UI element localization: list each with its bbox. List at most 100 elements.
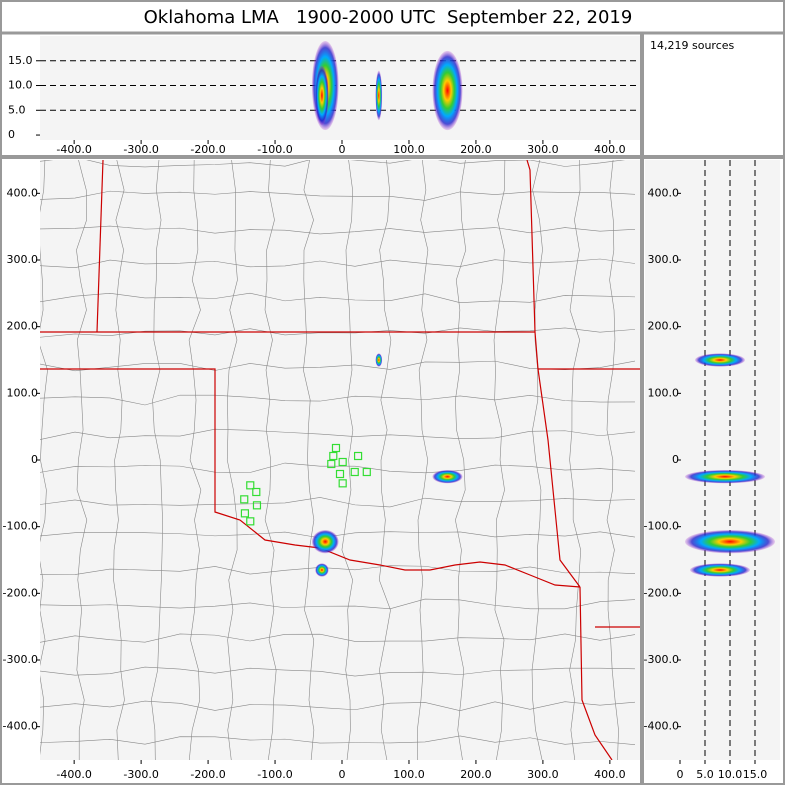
map-layer: [40, 160, 640, 760]
x-tick-label: 200.0: [460, 768, 492, 781]
alt-tick-label: 15.0: [743, 768, 768, 781]
x-tick-label: 200.0: [460, 143, 492, 156]
x-tick-label: 400.0: [594, 768, 626, 781]
source-density: [315, 563, 329, 577]
x-tick-label: -400.0: [56, 143, 91, 156]
x-tick-label: -300.0: [123, 768, 158, 781]
y-tick-label: 100.0: [648, 386, 680, 399]
x-tick-label: -200.0: [190, 143, 225, 156]
y-tick-label: -100.0: [3, 520, 38, 533]
x-tick-label: -300.0: [123, 143, 158, 156]
county-line: [40, 633, 636, 643]
source-density: [375, 353, 383, 367]
source-density: [695, 353, 745, 367]
county-line: [341, 160, 354, 760]
station: [252, 487, 261, 497]
source-density: [685, 470, 765, 484]
y-tick-label: -400.0: [3, 720, 38, 733]
y-tick-label: -300.0: [3, 653, 38, 666]
county-line: [417, 160, 429, 760]
station: [327, 459, 336, 469]
station: [246, 481, 255, 490]
y-tick-label: 200.0: [7, 320, 39, 333]
station: [338, 479, 347, 488]
county-line: [40, 292, 636, 303]
x-tick-label: -100.0: [257, 768, 292, 781]
y-tick-label: 100.0: [7, 386, 39, 399]
county-line: [40, 700, 636, 712]
alt-tick-label: 15.0: [8, 54, 33, 67]
state-border: [526, 160, 536, 333]
y-tick-label: 300.0: [648, 253, 680, 266]
station: [362, 467, 371, 477]
x-tick-label: 100.0: [393, 768, 425, 781]
y-tick-label: -300.0: [644, 653, 679, 666]
county-line: [40, 160, 48, 756]
alt-tick-label: 10.0: [718, 768, 743, 781]
x-tick-label: 0: [339, 768, 346, 781]
county-line: [40, 190, 636, 201]
county-line: [40, 462, 636, 474]
x-tick-label: 400.0: [594, 143, 626, 156]
x-tick-label: 0: [339, 143, 346, 156]
county-line: [569, 160, 582, 760]
county-line: [378, 160, 392, 760]
alt-tick-label: 10.0: [8, 79, 33, 92]
source-density: [315, 65, 329, 126]
source-density: [432, 470, 463, 484]
county-line: [303, 160, 315, 760]
x-tick-label: 300.0: [527, 143, 559, 156]
alt-tick-label: 0: [8, 128, 15, 141]
alt-tick-label: 5.0: [8, 103, 26, 116]
station: [335, 469, 345, 479]
county-line: [531, 160, 543, 760]
state-border: [579, 586, 613, 760]
y-tick-label: 400.0: [7, 186, 39, 199]
y-tick-label: -400.0: [644, 720, 679, 733]
county-line: [264, 160, 277, 760]
source-density: [375, 70, 383, 121]
station: [240, 509, 250, 518]
station: [331, 443, 341, 453]
y-tick-label: 0: [672, 453, 679, 466]
alt-tick-label: 5.0: [696, 768, 714, 781]
plan-panel: [40, 160, 640, 760]
state-border: [96, 160, 104, 333]
county-line: [40, 531, 636, 539]
county-line: [150, 160, 163, 760]
county-line: [113, 160, 125, 760]
y-tick-label: 200.0: [648, 320, 680, 333]
source-density: [685, 530, 775, 554]
station: [252, 501, 262, 510]
top-panel: [40, 36, 640, 140]
state-borders: [40, 160, 640, 760]
y-tick-label: -100.0: [644, 520, 679, 533]
alt-tick-label: 0: [677, 768, 684, 781]
county-line: [40, 666, 636, 677]
county-line: [226, 160, 238, 760]
source-count: 14,219 sources: [650, 39, 735, 52]
station: [246, 517, 255, 526]
county-lines: [40, 160, 636, 760]
chart-title: Oklahoma LMA 1900-2000 UTC September 22,…: [144, 7, 633, 28]
county-line: [40, 497, 636, 508]
county-line: [40, 360, 636, 372]
station: [350, 467, 359, 477]
county-line: [40, 160, 626, 168]
y-tick-label: 300.0: [7, 253, 39, 266]
x-tick-label: 100.0: [393, 143, 425, 156]
county-line: [40, 394, 636, 406]
state-border: [40, 368, 581, 588]
county-line: [76, 160, 88, 760]
y-tick-label: 400.0: [648, 186, 680, 199]
source-density: [690, 563, 750, 577]
source-density: [311, 530, 339, 554]
county-line: [40, 735, 636, 745]
county-line: [188, 160, 202, 760]
county-line: [455, 160, 467, 760]
y-tick-label: -200.0: [644, 586, 679, 599]
county-line: [40, 565, 636, 576]
x-tick-label: -200.0: [190, 768, 225, 781]
